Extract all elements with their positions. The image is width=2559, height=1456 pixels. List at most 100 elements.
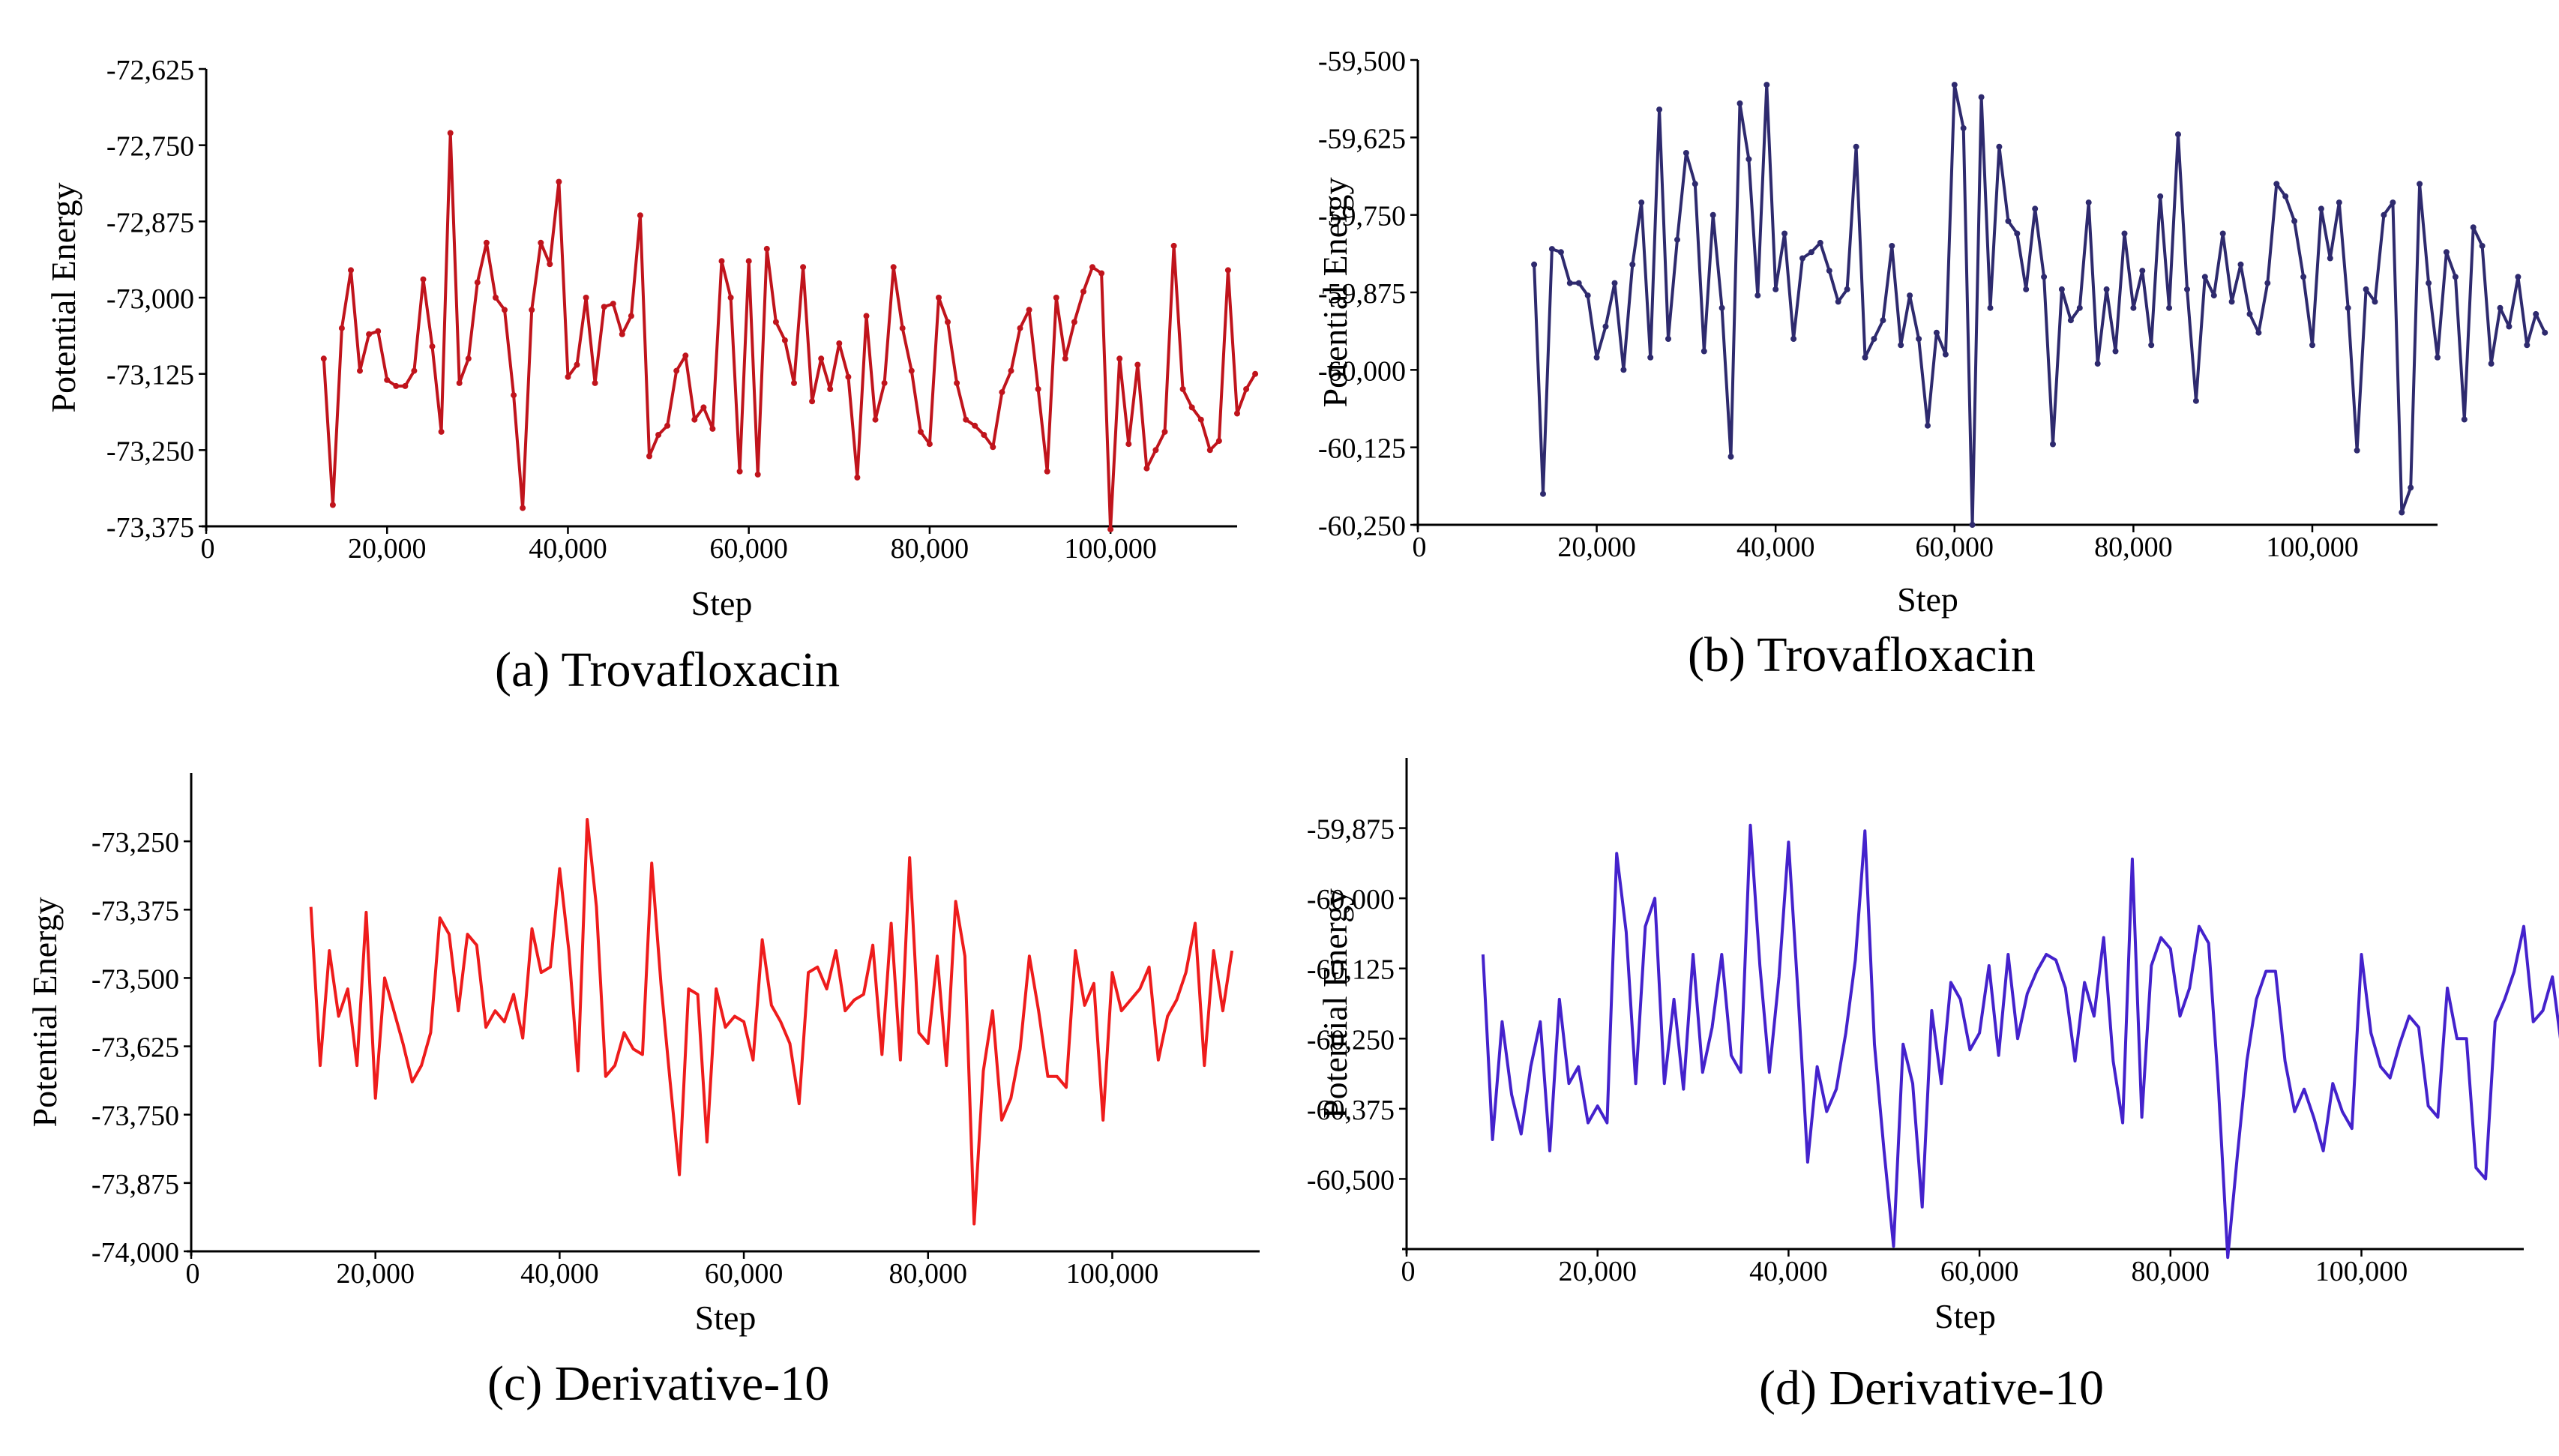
data-point-a	[791, 379, 797, 386]
data-point-a	[483, 239, 490, 246]
data-point-a	[438, 428, 445, 435]
data-point-b	[2345, 304, 2351, 311]
data-point-b	[2005, 217, 2012, 224]
data-point-a	[1224, 267, 1231, 274]
data-point-a	[664, 422, 671, 429]
series-line-c	[309, 818, 1234, 1226]
data-point-a	[999, 389, 1005, 396]
y-tick-label-d: -59,875	[1307, 814, 1395, 846]
data-point-b	[2399, 509, 2405, 516]
data-point-b	[2148, 342, 2155, 349]
data-point-b	[2085, 199, 2092, 206]
data-point-b	[2506, 323, 2513, 330]
x-tick-label-d: 0	[1401, 1256, 1416, 1287]
data-point-b	[2327, 255, 2333, 262]
data-point-b	[2435, 354, 2441, 361]
data-point-a	[429, 343, 436, 350]
data-point-b	[2479, 243, 2486, 249]
data-point-b	[1817, 239, 1823, 246]
data-point-a	[474, 279, 481, 286]
data-point-b	[2201, 274, 2208, 280]
data-point-a	[420, 276, 427, 283]
data-point-b	[1593, 354, 1600, 361]
data-point-a	[1188, 404, 1195, 411]
data-point-a	[963, 416, 969, 423]
data-point-b	[1701, 348, 1707, 355]
data-point-a	[854, 474, 861, 481]
data-point-b	[1629, 261, 1636, 268]
y-axis-title-d: Potential Energy	[1316, 888, 1354, 1119]
data-point-a	[529, 307, 535, 313]
series-line-b	[1533, 83, 2547, 526]
data-point-b	[1781, 230, 1788, 237]
y-tick-label-a: -72,625	[106, 55, 194, 86]
data-point-b	[1575, 280, 1582, 286]
data-point-a	[917, 428, 924, 435]
data-point-b	[1826, 268, 1832, 274]
y-tick-label-c: -73,750	[91, 1101, 179, 1132]
data-point-a	[700, 404, 707, 411]
data-point-a	[574, 361, 580, 368]
data-point-b	[2381, 211, 2387, 218]
data-point-b	[1996, 143, 2003, 150]
data-point-a	[393, 382, 400, 389]
data-point-a	[556, 178, 562, 185]
data-point-a	[1071, 319, 1077, 325]
data-point-a	[502, 307, 508, 313]
data-point-b	[2219, 230, 2226, 237]
data-point-b	[1566, 280, 1573, 286]
data-point-a	[357, 367, 363, 374]
data-point-a	[592, 379, 598, 386]
data-point-b	[2210, 292, 2217, 299]
data-point-b	[2443, 249, 2450, 256]
data-point-b	[1709, 211, 1716, 218]
data-point-b	[2300, 274, 2307, 280]
data-point-b	[1808, 249, 1814, 256]
data-point-b	[2408, 484, 2414, 491]
data-point-a	[990, 444, 996, 451]
data-point-b	[1907, 292, 1913, 299]
x-tick-label-a: 40,000	[529, 533, 607, 565]
data-point-b	[1880, 317, 1886, 324]
chart-a: -72,625 -72,750 -72,875 -73,000 -73,125 -73,2…	[44, 55, 1259, 622]
data-point-b	[1862, 354, 1868, 361]
data-point-b	[1960, 124, 1967, 131]
data-point-a	[890, 264, 897, 271]
data-point-a	[338, 325, 345, 331]
x-tick-label-a: 60,000	[709, 533, 788, 565]
data-point-b	[1942, 351, 1949, 358]
chart-b: -59,500 -59,625 -59,750 -59,875 -60,000 -60,1…	[1316, 46, 2549, 619]
y-tick-label-d: -60,250	[1307, 1024, 1395, 1056]
data-point-a	[465, 355, 472, 362]
data-point-a	[637, 212, 643, 219]
data-point-a	[881, 379, 888, 386]
data-point-a	[456, 379, 463, 386]
data-point-b	[1871, 336, 1877, 342]
data-point-b	[2157, 193, 2164, 199]
data-point-b	[1557, 249, 1564, 256]
y-tick-label-a: -73,000	[106, 283, 194, 315]
data-point-a	[1152, 447, 1159, 454]
data-point-a	[718, 258, 725, 265]
data-point-a	[1206, 447, 1213, 454]
chart-panel-d: -59,875 -60,000 -60,125 -60,250 -60,375 -60,5…	[1279, 728, 2559, 1456]
data-point-a	[781, 337, 788, 343]
data-point-a	[565, 373, 571, 380]
x-axis-title-d: Step	[1934, 1297, 1996, 1335]
caption-a: (a) Trovafloxacin	[495, 643, 841, 697]
data-point-b	[2470, 224, 2477, 231]
data-point-b	[2067, 317, 2074, 324]
data-point-b	[2094, 361, 2101, 367]
data-point-a	[1179, 386, 1186, 392]
data-point-a	[682, 352, 689, 359]
data-point-a	[800, 264, 807, 271]
data-point-a	[899, 325, 906, 331]
data-point-b	[1683, 150, 1689, 156]
data-point-b	[2542, 329, 2549, 336]
data-point-b	[2282, 193, 2289, 199]
x-tick-label-d: 60,000	[1940, 1256, 2019, 1287]
data-point-a	[1017, 325, 1023, 331]
data-point-a	[972, 422, 978, 429]
data-point-a	[863, 313, 870, 319]
data-point-b	[1925, 422, 1931, 429]
